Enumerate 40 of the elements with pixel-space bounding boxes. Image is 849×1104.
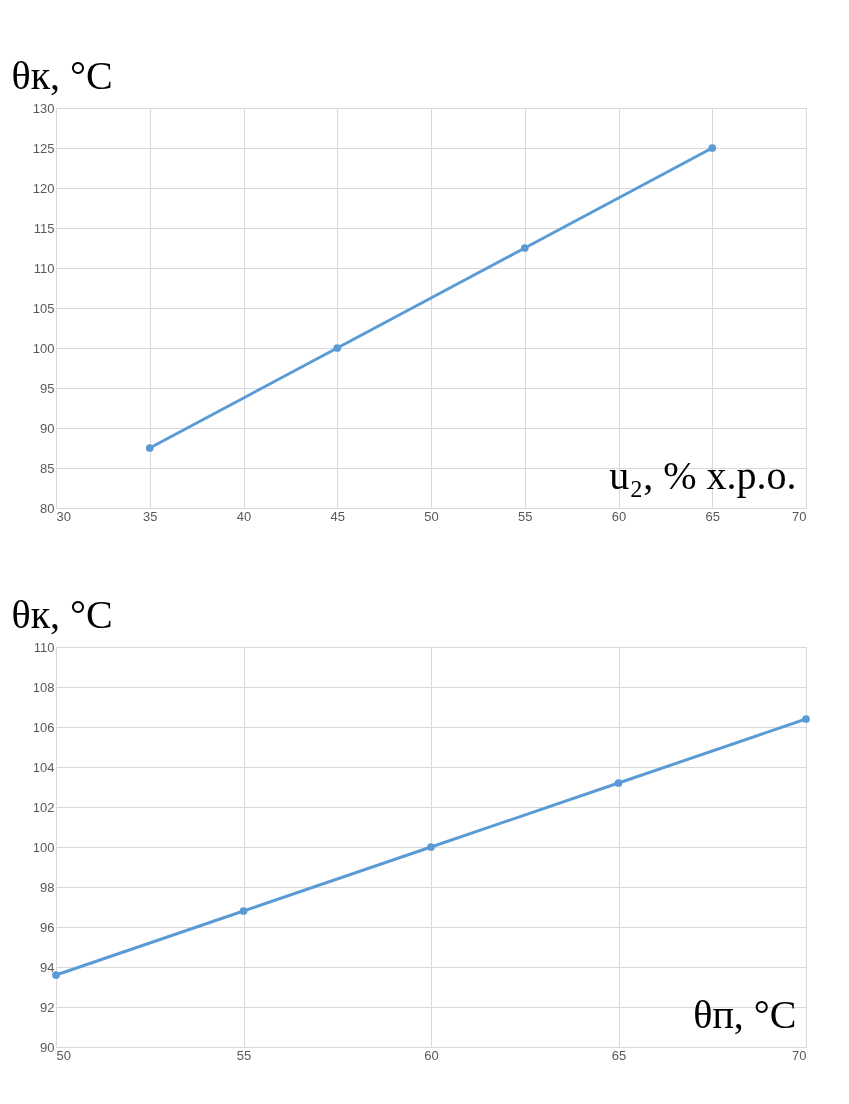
y-tick-label: 90 (40, 420, 55, 436)
x-tick-label: 50 (56, 1047, 71, 1063)
y-tick-label: 92 (40, 999, 55, 1015)
x-tick-label: 60 (611, 508, 627, 524)
y-tick-label: 110 (33, 260, 55, 276)
y-tick-label: 130 (32, 100, 55, 116)
x-tick-label: 55 (236, 1047, 252, 1063)
y-tick-label: 95 (40, 380, 55, 396)
x-tick-label: 35 (143, 508, 158, 524)
y-tick-label: 105 (32, 300, 55, 316)
y-tick-label: 100 (32, 340, 55, 356)
y-tick-label: 110 (33, 639, 55, 655)
x-axis-title: θп, °C (693, 991, 797, 1037)
x-tick-label: 70 (792, 508, 807, 524)
y-tick-label: 115 (33, 220, 55, 236)
y-tick-label: 98 (40, 879, 55, 895)
y-tick-label: 85 (40, 460, 55, 476)
x-axis-title: u₂, % х.р.о. (609, 452, 797, 498)
y-tick-label: 90 (40, 1039, 55, 1055)
y-tick-label: 120 (32, 180, 55, 196)
y-tick-label: 108 (32, 679, 55, 695)
y-tick-label: 96 (40, 919, 55, 935)
y-tick-label: 104 (32, 759, 55, 775)
y-tick-label: 125 (32, 140, 55, 156)
y-tick-label: 102 (32, 799, 55, 815)
x-tick-label: 40 (236, 508, 252, 524)
y-tick-label: 94 (40, 959, 55, 975)
y-tick-label: 100 (32, 839, 55, 855)
x-tick-label: 45 (330, 508, 345, 524)
x-tick-label: 65 (611, 1047, 627, 1063)
x-tick-label: 30 (56, 508, 71, 524)
x-tick-label: 55 (518, 508, 533, 524)
x-tick-label: 70 (792, 1047, 807, 1063)
x-tick-label: 50 (424, 508, 439, 524)
x-tick-label: 60 (424, 1047, 439, 1063)
y-axis-title: θк, °C (11, 591, 113, 637)
x-tick-label: 65 (705, 508, 720, 524)
y-tick-label: 106 (32, 719, 55, 735)
y-tick-label: 80 (40, 500, 55, 516)
y-axis-title: θк, °C (11, 52, 113, 98)
